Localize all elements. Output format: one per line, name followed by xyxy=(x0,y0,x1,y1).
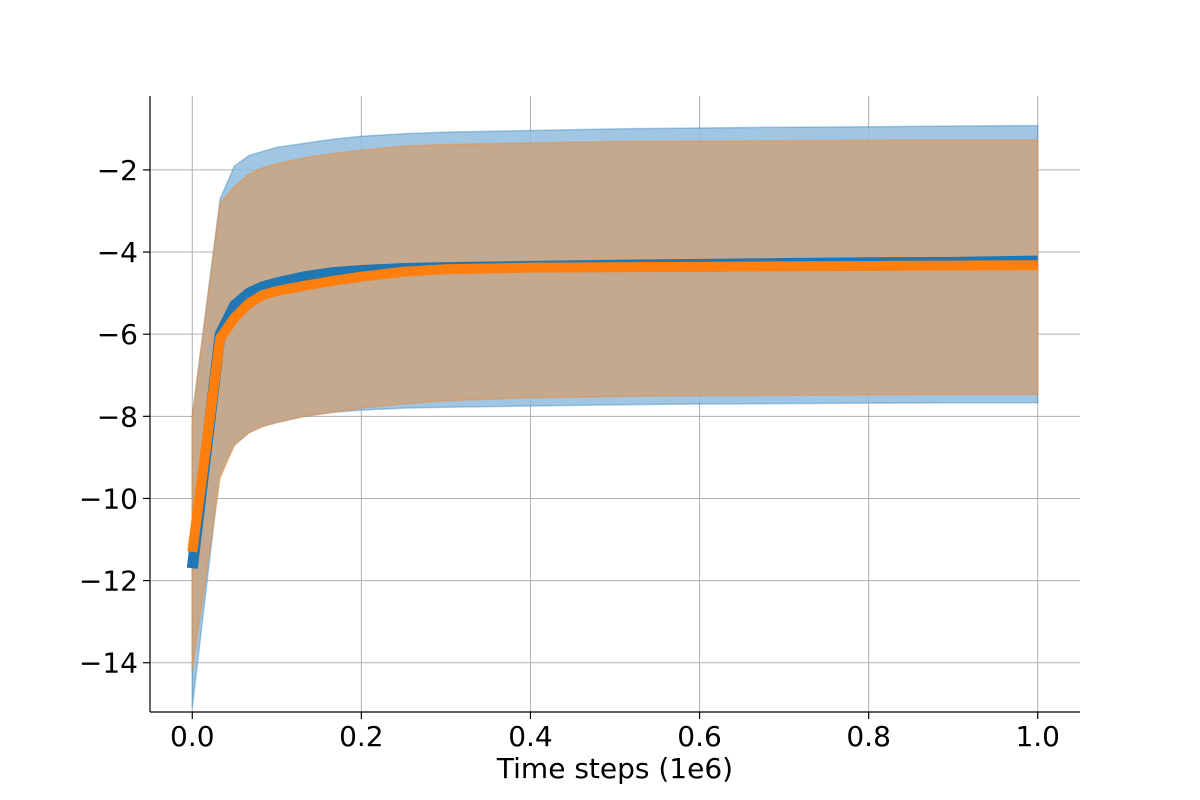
y-tick-label: −12 xyxy=(79,565,138,598)
y-tick-label: −6 xyxy=(97,318,138,351)
x-ticks: 0.0 0.2 0.4 0.6 0.8 1.0 xyxy=(170,712,1060,753)
y-tick-label: −10 xyxy=(79,482,138,515)
x-tick-label: 0.2 xyxy=(339,720,384,753)
y-tick-label: −4 xyxy=(97,236,138,269)
y-ticks: −14 −12 −10 −8 −6 −4 −2 xyxy=(79,154,150,680)
x-tick-label: 0.0 xyxy=(170,720,215,753)
y-tick-label: −8 xyxy=(97,400,138,433)
x-tick-label: 0.6 xyxy=(677,720,722,753)
axes xyxy=(149,96,1080,713)
x-tick-label: 0.8 xyxy=(846,720,891,753)
x-tick-label: 1.0 xyxy=(1015,720,1060,753)
x-axis-title: Time steps (1e6) xyxy=(496,752,733,785)
x-tick-label: 0.4 xyxy=(508,720,553,753)
series-lines xyxy=(186,255,1038,569)
y-tick-label: −2 xyxy=(97,154,138,187)
series-2-line xyxy=(187,260,1038,553)
y-tick-label: −14 xyxy=(79,647,138,680)
